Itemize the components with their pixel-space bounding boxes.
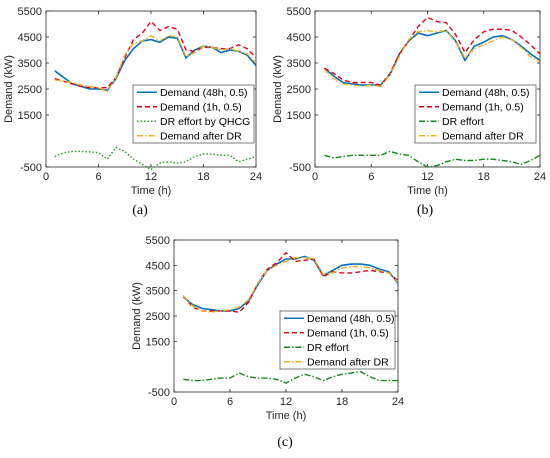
- legend-box: [132, 84, 255, 144]
- series-line-3: [182, 257, 399, 313]
- series-line-1: [54, 20, 257, 89]
- legend-box: [414, 84, 537, 144]
- y-tick-label: 1500: [146, 336, 170, 348]
- x-tick-label: 12: [421, 171, 433, 183]
- legend-label: Demand after DR: [160, 131, 242, 143]
- legend-label: Demand (1h, 0.5): [160, 102, 242, 114]
- y-tick-label: 4500: [18, 32, 42, 44]
- x-tick-label: 24: [534, 171, 546, 183]
- x-tick-label: 24: [392, 396, 404, 408]
- legend-label: Demand (1h, 0.5): [307, 328, 389, 340]
- panel-caption: (b): [417, 203, 434, 218]
- series-line-3: [323, 29, 541, 88]
- x-tick-label: 0: [312, 171, 318, 183]
- x-axis-label: Time (h): [131, 185, 172, 197]
- y-tick-label: 1500: [18, 110, 42, 122]
- y-tick-label: 5500: [18, 6, 42, 18]
- x-tick-label: 0: [43, 171, 49, 183]
- x-axis-label: Time (h): [266, 410, 307, 422]
- x-tick-label: 18: [478, 171, 490, 183]
- x-tick-label: 24: [250, 171, 262, 183]
- y-axis-label: Demand (kW): [131, 282, 143, 350]
- x-tick-label: 0: [171, 396, 177, 408]
- y-tick-label: 2500: [146, 311, 170, 323]
- y-tick-label: 3500: [146, 286, 170, 298]
- y-tick-label: 1500: [287, 110, 311, 122]
- y-tick-label: -500: [148, 387, 170, 399]
- panel-caption: (c): [277, 435, 293, 450]
- y-tick-label: 2500: [18, 84, 42, 96]
- y-tick-label: 4500: [287, 32, 311, 44]
- x-tick-label: 6: [227, 396, 233, 408]
- series-line-2: [324, 150, 541, 168]
- y-tick-label: 2500: [287, 84, 311, 96]
- series-line-0: [323, 29, 541, 86]
- legend-label: Demand (48h, 0.5): [442, 87, 530, 99]
- y-tick-label: 4500: [146, 260, 170, 272]
- legend-label: DR effort: [307, 342, 349, 354]
- y-axis-label: Demand (kW): [3, 55, 15, 123]
- chart-panel-0: 0 6 12 18 24 -500 1500 2500 3500 4500 5500 Time (h)…: [3, 6, 262, 218]
- chart-panel-1: 0 6 12 18 24 -500 1500 2500 3500 4500 5500 Time (h)…: [272, 6, 546, 218]
- x-tick-label: 18: [336, 396, 348, 408]
- legend-label: DR effort by QHCG: [160, 116, 250, 128]
- legend-label: Demand after DR: [307, 357, 389, 369]
- series-line-1: [324, 16, 541, 86]
- legend-label: Demand after DR: [442, 131, 524, 143]
- legend-label: Demand (48h, 0.5): [307, 313, 395, 325]
- y-tick-label: 3500: [18, 58, 42, 70]
- y-tick-label: -500: [289, 162, 311, 174]
- panel-caption: (a): [132, 203, 148, 218]
- x-axis-label: Time (h): [407, 185, 448, 197]
- y-tick-label: 3500: [287, 58, 311, 70]
- x-tick-label: 6: [95, 171, 101, 183]
- x-tick-label: 6: [368, 171, 374, 183]
- legend-label: Demand (1h, 0.5): [442, 102, 524, 114]
- x-tick-label: 12: [145, 171, 157, 183]
- legend-label: Demand (48h, 0.5): [160, 87, 248, 99]
- legend: Demand (48h, 0.5) Demand (1h, 0.5) DR effo…: [279, 310, 396, 370]
- legend: Demand (48h, 0.5) Demand (1h, 0.5) DR effo…: [132, 84, 255, 144]
- y-tick-label: 5500: [287, 6, 311, 18]
- y-tick-label: -500: [20, 162, 42, 174]
- series-line-2: [183, 370, 398, 384]
- y-axis-label: Demand (kW): [272, 55, 284, 123]
- legend: Demand (48h, 0.5) Demand (1h, 0.5) DR effo…: [414, 84, 537, 144]
- x-tick-label: 12: [280, 396, 292, 408]
- chart-panel-2: 0 6 12 18 24 -500 1500 2500 3500 4500 5500 Time (h)…: [131, 235, 404, 450]
- series-line-3: [54, 34, 257, 93]
- x-tick-label: 18: [197, 171, 209, 183]
- legend-label: DR effort: [442, 116, 484, 128]
- legend-box: [279, 310, 396, 370]
- series-line-1: [182, 251, 399, 313]
- y-tick-label: 5500: [146, 235, 170, 247]
- series-line-0: [54, 36, 257, 92]
